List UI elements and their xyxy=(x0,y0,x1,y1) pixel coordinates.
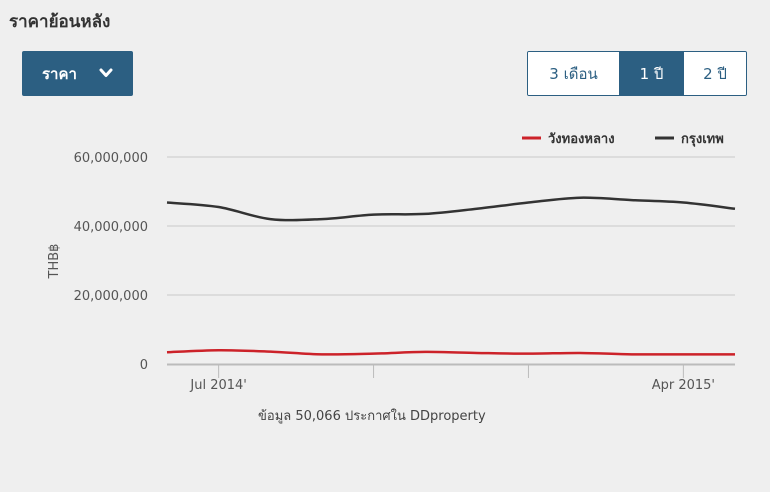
x-tick-label: Apr 2015' xyxy=(652,378,715,393)
range-2-years-button[interactable]: 2 ปี xyxy=(683,52,746,95)
range-selector: 3 เดือน 1 ปี 2 ปี xyxy=(527,51,747,96)
legend-label: กรุงเทพ xyxy=(681,132,724,147)
x-tick-label: Jul 2014' xyxy=(189,378,246,393)
metric-dropdown[interactable]: ราคา xyxy=(22,51,133,96)
series-line-bangkok xyxy=(166,196,736,222)
y-tick-label: 0 xyxy=(140,358,148,373)
y-tick-label: 40,000,000 xyxy=(74,220,148,235)
chevron-down-icon xyxy=(99,68,113,77)
range-3-months-button[interactable]: 3 เดือน xyxy=(528,52,619,95)
y-tick-label: 20,000,000 xyxy=(74,289,148,304)
legend-label: วังทองหลาง xyxy=(548,132,615,147)
page-title: ราคาย้อนหลัง xyxy=(9,12,111,32)
y-axis-label: THB฿ xyxy=(47,244,62,280)
range-1-year-button[interactable]: 1 ปี xyxy=(619,52,683,95)
series-line-wangthonglang xyxy=(166,348,735,356)
y-tick-label: 60,000,000 xyxy=(74,151,148,166)
data-source-note: ข้อมูล 50,066 ประกาศใน DDproperty xyxy=(258,409,486,424)
dropdown-label: ราคา xyxy=(42,64,77,83)
